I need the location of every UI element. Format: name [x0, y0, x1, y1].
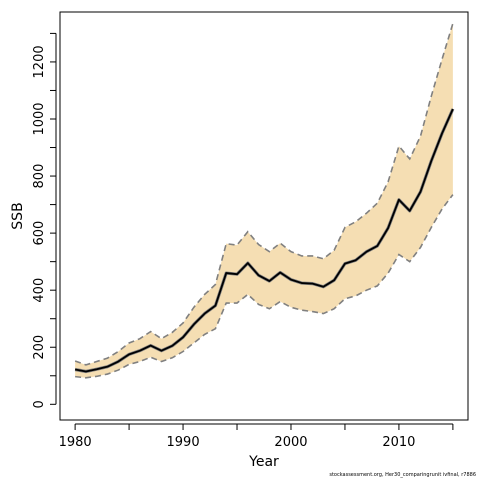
y-tick-label: 1000 [32, 102, 47, 135]
y-axis: 0 200 400 600 800 1000 1200 [32, 32, 57, 408]
y-tick-label: 0 [32, 400, 47, 408]
lower-bound-line [75, 194, 454, 379]
y-tick-label: 200 [32, 335, 47, 360]
upper-bound-line [74, 23, 454, 366]
confidence-band [75, 23, 453, 378]
y-tick-label: 400 [32, 278, 47, 303]
x-tick-label: 2000 [274, 435, 307, 450]
x-tick-label: 2010 [382, 435, 415, 450]
x-tick-label: 1990 [167, 435, 200, 450]
x-axis-title: Year [248, 454, 279, 470]
footnote: stockassessment.org, Her30_comparingruni… [329, 472, 476, 478]
estimate-line [74, 108, 454, 373]
y-axis-title: SSB [10, 202, 26, 229]
y-tick-label: 800 [32, 164, 47, 189]
y-tick-label: 1200 [32, 45, 47, 78]
y-tick-label: 600 [32, 221, 47, 246]
plot-frame [59, 11, 469, 421]
series-lines-layer [74, 23, 455, 379]
x-tick-label: 1980 [59, 435, 92, 450]
confidence-band-layer [75, 23, 453, 378]
x-axis: 1980 1990 2000 2010 [59, 423, 454, 450]
